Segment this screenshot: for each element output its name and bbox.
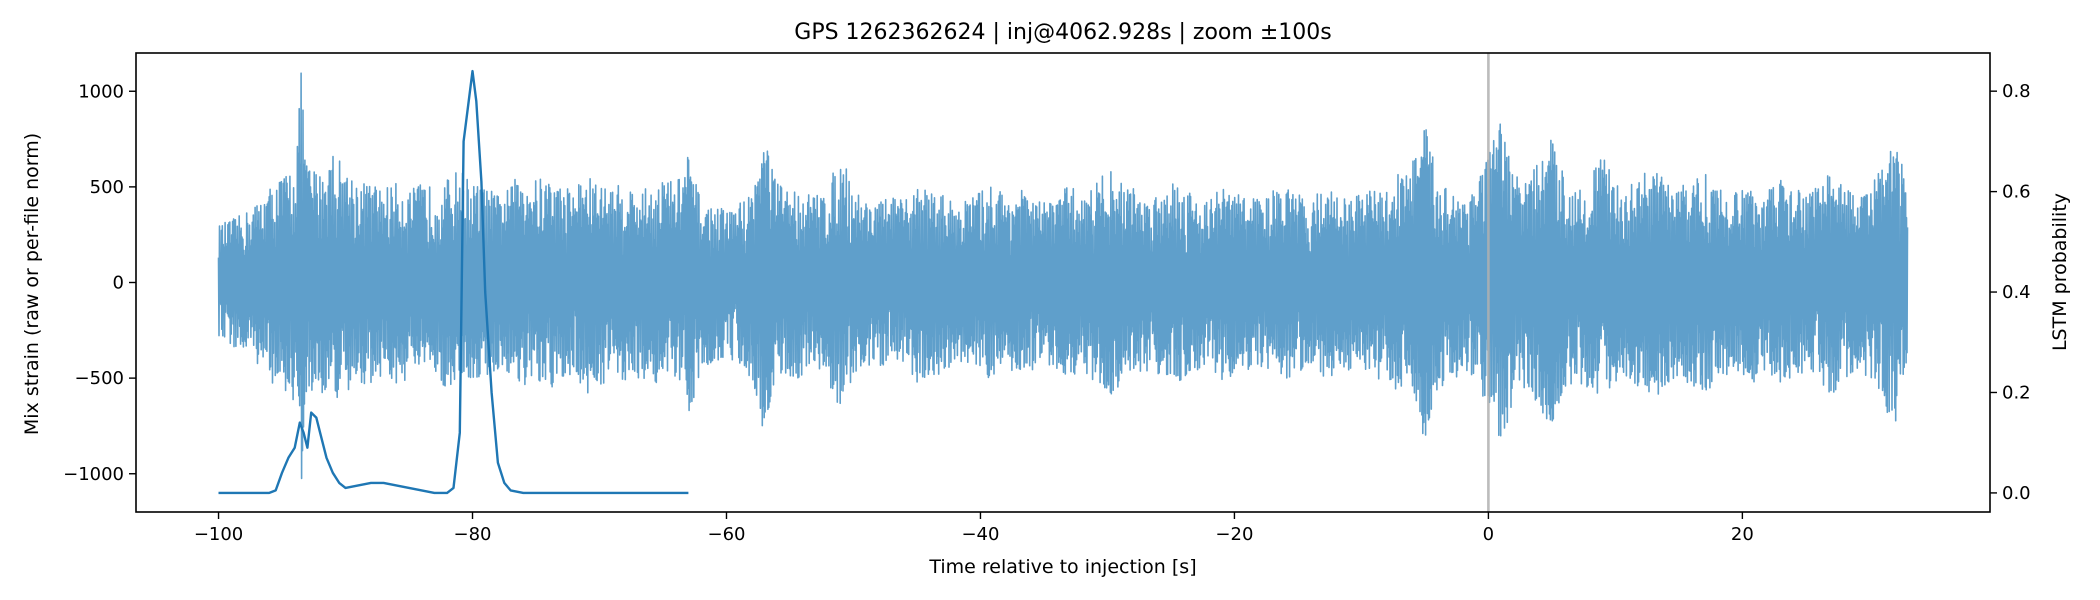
y-axis-left-label: Mix strain (raw or per-file norm)	[21, 133, 43, 435]
lstm-probability-line	[218, 69, 689, 495]
y-right-tick-label: 0.6	[2002, 182, 2031, 203]
strain-series-line	[217, 72, 1909, 480]
y-right-tick-label: 0.0	[2002, 483, 2031, 504]
x-tick-label: 20	[1731, 524, 1754, 545]
plot-area: −100 −80 −60 −40 −20 0 20 −1000 −500 0 500 1000 0.0 0…	[63, 52, 2031, 545]
x-tick-label: 0	[1483, 524, 1494, 545]
y-left-tick-label: 0	[113, 273, 124, 294]
y-right-tick-label: 0.4	[2002, 282, 2031, 303]
y-right-tick-label: 0.8	[2002, 81, 2031, 102]
x-tick-label: −100	[194, 524, 243, 545]
x-axis-label: Time relative to injection [s]	[928, 556, 1196, 578]
y-left-tick-label: 1000	[78, 81, 124, 102]
x-tick-label: −40	[961, 524, 999, 545]
y-right-tick-label: 0.2	[2002, 382, 2031, 403]
x-tick-label: −20	[1215, 524, 1253, 545]
x-tick-label: −60	[707, 524, 745, 545]
y-axis-right-label: LSTM probability	[2049, 193, 2071, 351]
y-left-tick-label: −500	[75, 368, 124, 389]
y-left-tick-label: −1000	[63, 464, 124, 485]
chart-title: GPS 1262362624 | inj@4062.928s | zoom ±1…	[794, 20, 1331, 45]
y-left-tick-label: 500	[90, 177, 124, 198]
x-tick-label: −80	[454, 524, 492, 545]
